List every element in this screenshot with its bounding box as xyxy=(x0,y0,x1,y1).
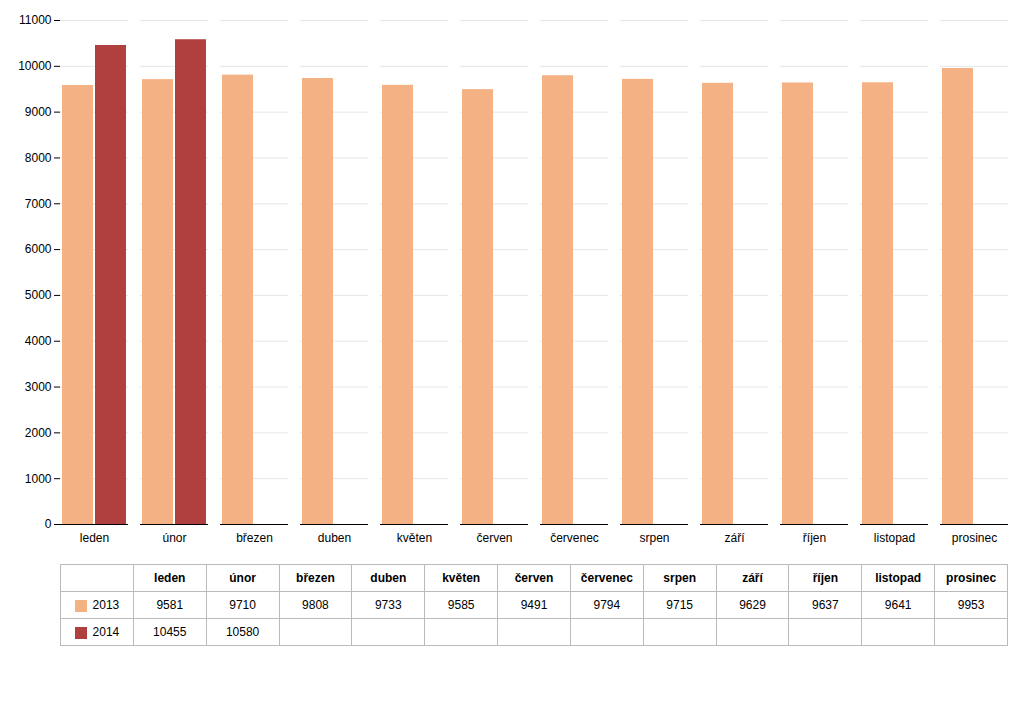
svg-text:8000: 8000 xyxy=(25,151,52,165)
svg-text:11000: 11000 xyxy=(19,13,52,27)
html-text:9491: 9491 xyxy=(520,598,548,612)
svg-text:10000: 10000 xyxy=(18,59,52,73)
svg-text:červenec: červenec xyxy=(550,531,599,545)
html-text:9641: 9641 xyxy=(884,598,912,612)
html-text:2014: 2014 xyxy=(92,625,120,639)
svg-text:0: 0 xyxy=(45,517,52,531)
html-text:květen: květen xyxy=(442,571,481,585)
svg-text:březen: březen xyxy=(236,531,273,545)
svg-text:4000: 4000 xyxy=(25,334,52,348)
html-text:leden: leden xyxy=(154,571,186,585)
html-text:10580: 10580 xyxy=(225,625,260,639)
html-text:srpen: srpen xyxy=(663,571,696,585)
svg-text:6000: 6000 xyxy=(25,242,52,256)
html-text:9715: 9715 xyxy=(666,598,693,612)
html-text:9733: 9733 xyxy=(374,598,402,612)
html-text:9710: 9710 xyxy=(229,598,256,612)
svg-text:květen: květen xyxy=(397,531,432,545)
html-text:prosinec: prosinec xyxy=(946,571,997,585)
svg-text:leden: leden xyxy=(80,531,109,545)
svg-text:srpen: srpen xyxy=(639,531,669,545)
svg-text:2000: 2000 xyxy=(25,426,52,440)
html-text:9585: 9585 xyxy=(447,598,475,612)
html-text:9794: 9794 xyxy=(593,598,621,612)
html-text:9637: 9637 xyxy=(812,598,839,612)
html-text:9629: 9629 xyxy=(739,598,766,612)
svg-text:prosinec: prosinec xyxy=(952,531,997,545)
html-text:červen: červen xyxy=(514,571,554,585)
html-text:únor: únor xyxy=(229,571,256,585)
html-text:9808: 9808 xyxy=(302,598,329,612)
svg-text:9000: 9000 xyxy=(25,105,52,119)
svg-text:3000: 3000 xyxy=(25,380,52,394)
html-text:duben: duben xyxy=(370,571,407,585)
html-text:9953: 9953 xyxy=(957,598,985,612)
svg-text:duben: duben xyxy=(318,531,351,545)
svg-text:listopad: listopad xyxy=(874,531,915,545)
html-text:listopad: listopad xyxy=(875,571,922,585)
html-text:10455: 10455 xyxy=(153,625,187,639)
svg-text:7000: 7000 xyxy=(25,197,52,211)
svg-text:září: září xyxy=(724,531,745,545)
html-text:červenec: červenec xyxy=(580,571,633,585)
svg-text:únor: únor xyxy=(162,531,186,545)
svg-text:říjen: říjen xyxy=(803,531,826,545)
svg-text:1000: 1000 xyxy=(25,472,52,486)
svg-text:červen: červen xyxy=(476,531,512,545)
html-text:březen: březen xyxy=(296,571,335,585)
html-text:říjen: říjen xyxy=(812,571,838,585)
svg-text:5000: 5000 xyxy=(25,288,52,302)
html-text:září: září xyxy=(742,571,763,585)
html-text:2013: 2013 xyxy=(92,598,120,612)
html-text:9581: 9581 xyxy=(156,598,184,612)
